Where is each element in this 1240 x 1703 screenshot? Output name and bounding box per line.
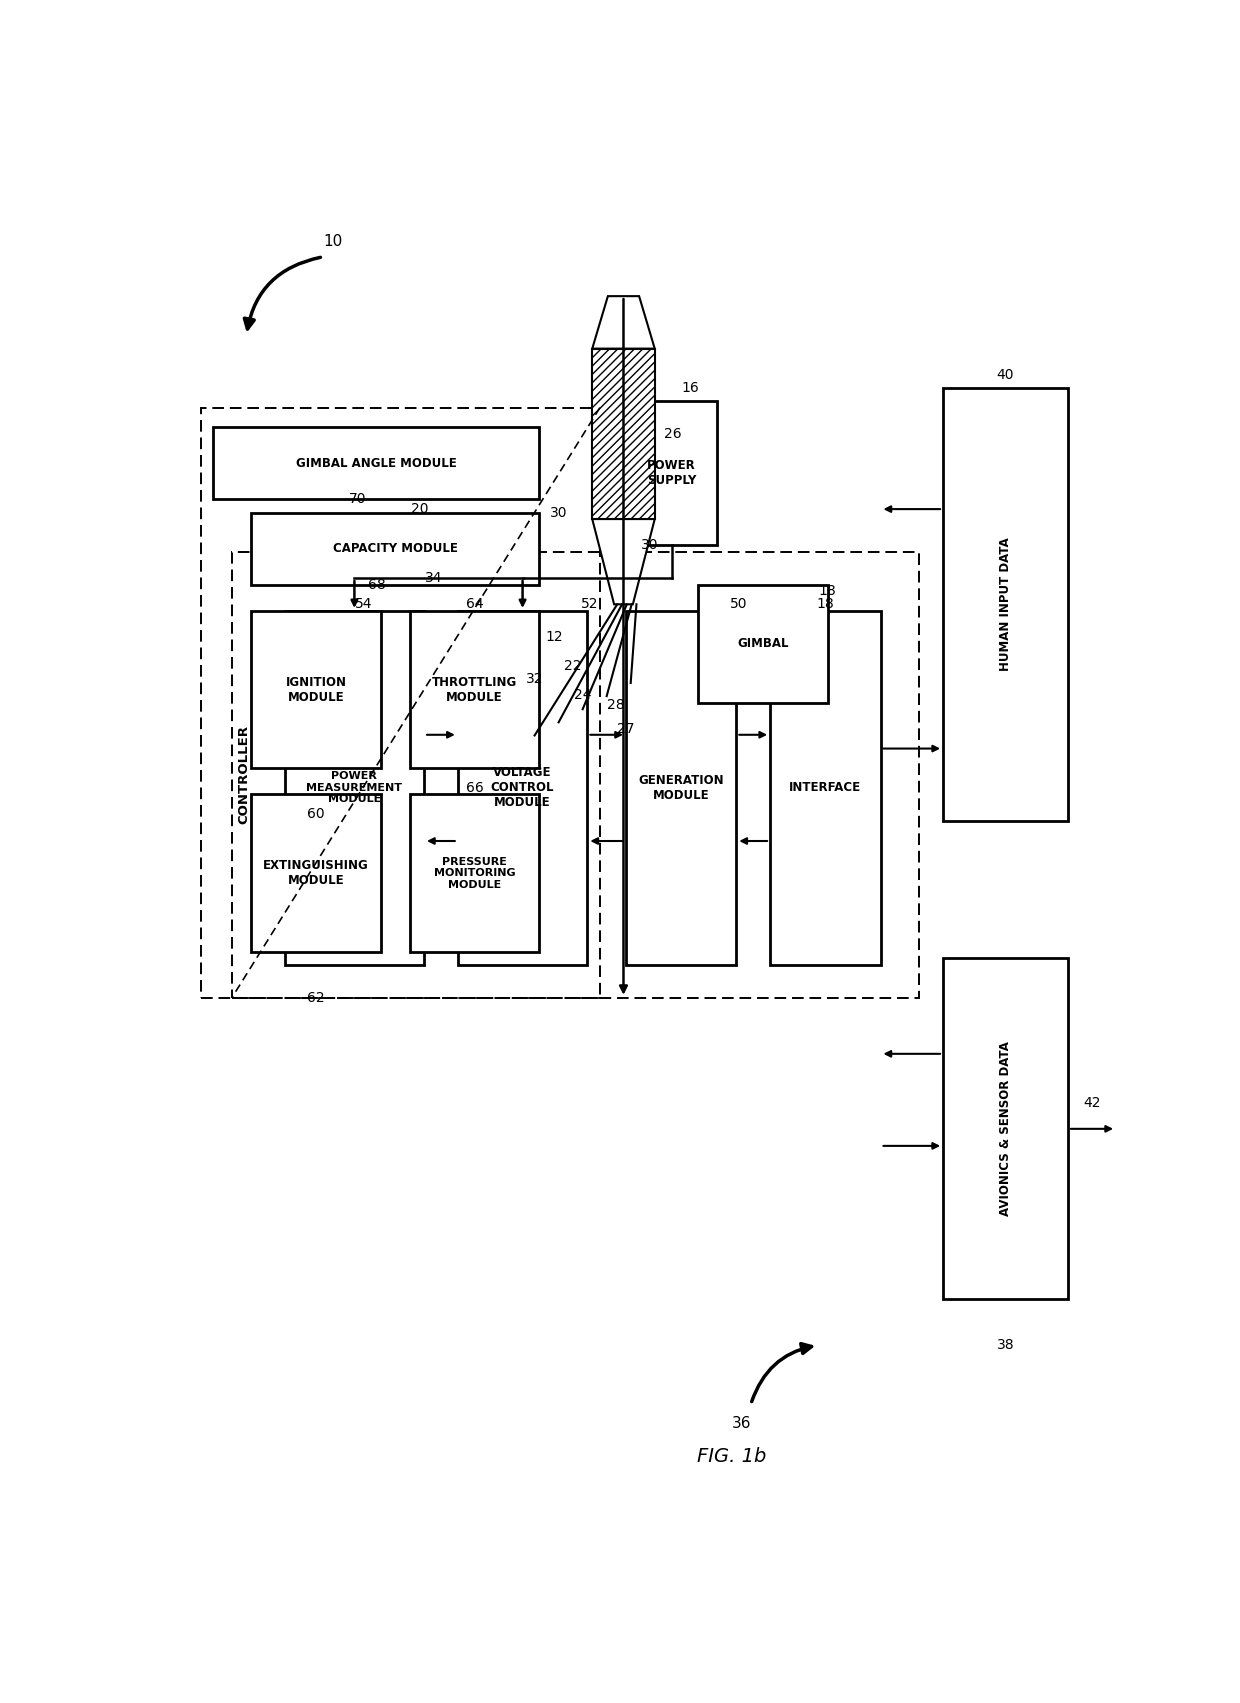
Text: CAPACITY MODULE: CAPACITY MODULE xyxy=(332,542,458,555)
FancyBboxPatch shape xyxy=(250,611,381,768)
Text: 18: 18 xyxy=(818,584,837,598)
Text: HUMAN INPUT DATA: HUMAN INPUT DATA xyxy=(999,538,1012,671)
Text: 16: 16 xyxy=(681,381,699,395)
Text: 70: 70 xyxy=(348,492,367,506)
Text: 40: 40 xyxy=(997,368,1014,381)
FancyBboxPatch shape xyxy=(250,794,381,952)
Text: 10: 10 xyxy=(324,233,342,249)
FancyBboxPatch shape xyxy=(942,388,1068,821)
Polygon shape xyxy=(593,296,655,349)
Text: 30: 30 xyxy=(641,538,658,552)
Text: POWER
SUPPLY: POWER SUPPLY xyxy=(647,460,696,487)
Text: 27: 27 xyxy=(618,722,635,736)
Text: THROTTLING
MODULE: THROTTLING MODULE xyxy=(432,676,517,703)
Text: VOLTAGE
CONTROL
MODULE: VOLTAGE CONTROL MODULE xyxy=(491,766,554,809)
Text: 64: 64 xyxy=(466,598,484,611)
FancyBboxPatch shape xyxy=(593,349,655,519)
FancyBboxPatch shape xyxy=(458,611,588,966)
Text: 66: 66 xyxy=(466,782,484,795)
Text: 28: 28 xyxy=(608,698,625,712)
Text: 60: 60 xyxy=(308,807,325,821)
Text: 50: 50 xyxy=(730,598,748,611)
Text: AVIONICS & SENSOR DATA: AVIONICS & SENSOR DATA xyxy=(999,1042,1012,1216)
FancyBboxPatch shape xyxy=(942,959,1068,1299)
Text: GENERATION
MODULE: GENERATION MODULE xyxy=(639,773,724,802)
Text: 26: 26 xyxy=(665,427,682,441)
Text: 36: 36 xyxy=(732,1417,751,1432)
FancyArrowPatch shape xyxy=(751,1344,811,1402)
FancyBboxPatch shape xyxy=(626,400,717,545)
Text: 38: 38 xyxy=(997,1339,1014,1352)
Text: PRESSURE
MONITORING
MODULE: PRESSURE MONITORING MODULE xyxy=(434,857,516,889)
Text: INTERFACE: INTERFACE xyxy=(789,782,862,794)
Text: 54: 54 xyxy=(356,598,373,611)
Text: CONTROLLER: CONTROLLER xyxy=(237,725,250,824)
Text: 24: 24 xyxy=(574,688,591,702)
FancyBboxPatch shape xyxy=(250,513,539,584)
Text: 62: 62 xyxy=(308,991,325,1005)
Text: GIMBAL: GIMBAL xyxy=(737,637,789,651)
Text: EXTINGUISHING
MODULE: EXTINGUISHING MODULE xyxy=(263,858,368,887)
Text: 52: 52 xyxy=(582,598,599,611)
FancyBboxPatch shape xyxy=(409,611,539,768)
FancyBboxPatch shape xyxy=(626,611,737,966)
Text: POWER
MEASUREMENT
MODULE: POWER MEASUREMENT MODULE xyxy=(306,771,403,804)
Text: FIG. 1b: FIG. 1b xyxy=(697,1448,766,1466)
Text: 32: 32 xyxy=(526,673,543,686)
Text: 20: 20 xyxy=(410,502,428,516)
FancyBboxPatch shape xyxy=(409,794,539,952)
Text: 22: 22 xyxy=(564,659,582,673)
FancyArrowPatch shape xyxy=(244,257,320,329)
Text: 34: 34 xyxy=(425,571,443,586)
FancyBboxPatch shape xyxy=(770,611,880,966)
Text: 68: 68 xyxy=(368,577,386,591)
FancyBboxPatch shape xyxy=(698,584,828,703)
FancyBboxPatch shape xyxy=(213,427,539,499)
Text: 30: 30 xyxy=(549,506,568,519)
Text: 42: 42 xyxy=(1084,1095,1101,1110)
Polygon shape xyxy=(593,519,655,605)
Text: 12: 12 xyxy=(546,630,563,644)
Text: 18: 18 xyxy=(816,598,835,611)
Text: GIMBAL ANGLE MODULE: GIMBAL ANGLE MODULE xyxy=(295,456,456,470)
Text: IGNITION
MODULE: IGNITION MODULE xyxy=(285,676,346,703)
FancyBboxPatch shape xyxy=(285,611,424,966)
